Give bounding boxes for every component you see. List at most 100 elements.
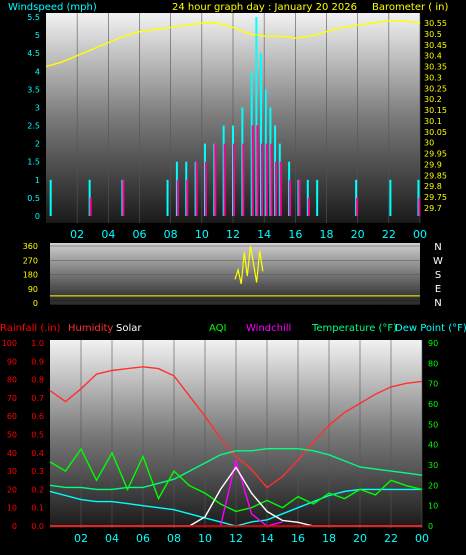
x-tick-label: 22 — [384, 532, 398, 545]
barometer-line — [45, 20, 421, 68]
legend-solar: Solar — [116, 323, 142, 334]
x-tick-label: 20 — [351, 228, 365, 241]
x-tick-label: 04 — [101, 228, 115, 241]
y2-tick-label: 29.9 — [424, 160, 442, 169]
x-tick-label: 00 — [413, 228, 427, 241]
barometer-label: Barometer ( in) — [372, 2, 448, 13]
y2-tick-label: 40 — [428, 441, 438, 450]
panel-background — [50, 243, 420, 305]
y-tick-label: 0 — [35, 212, 40, 221]
y-tick-label: 360 — [23, 242, 38, 251]
y2-tick-label: 29.75 — [424, 193, 447, 202]
x-tick-label: 08 — [164, 228, 178, 241]
wind-direction-panel: 0 90 180 270 360 — [23, 242, 420, 308]
y-tick-label: 1.0 — [31, 339, 44, 348]
direction-line — [234, 245, 264, 285]
x-tick-label: 06 — [136, 532, 150, 545]
compass-letter: S — [435, 270, 441, 281]
legend-dewpoint: Dew Point (°F) — [395, 323, 466, 334]
x-tick-label: 18 — [320, 228, 334, 241]
y-tick-label: 0.8 — [31, 376, 44, 385]
y2-tick-label: 30.3 — [424, 73, 442, 82]
graph-title: 24 hour graph day : January 20 2026 — [172, 2, 357, 13]
y-tick-label: 0.5 — [31, 431, 44, 440]
y2-tick-label: 30.25 — [424, 84, 447, 93]
series-line — [219, 458, 283, 527]
legend-aqi: AQI — [209, 323, 227, 334]
y2-tick-label: 90 — [428, 339, 438, 348]
legend-rainfall: Rainfall (.in) — [0, 323, 61, 334]
y2-tick-label: 30.05 — [424, 128, 447, 137]
y-tick-label: 80 — [7, 376, 17, 385]
compass-letter: E — [435, 284, 441, 295]
x-tick-label: 20 — [353, 532, 367, 545]
y2-tick-label: 30.1 — [424, 117, 442, 126]
y-tick-label: 180 — [23, 271, 38, 280]
y2-tick-label: 20 — [428, 481, 438, 490]
x-tick-label: 12 — [229, 532, 243, 545]
y-tick-label: 50 — [7, 431, 17, 440]
y-tick-label: 0 — [33, 299, 38, 308]
y-tick-label: 0.4 — [31, 449, 44, 458]
x-tick-label: 08 — [167, 532, 181, 545]
y2-tick-label: 30.15 — [424, 106, 447, 115]
y2-tick-label: 30.5 — [424, 30, 442, 39]
y-tick-label: 270 — [23, 256, 38, 265]
y-tick-label: 0.0 — [31, 522, 44, 531]
x-tick-label: 12 — [226, 228, 240, 241]
y-tick-label: 0.9 — [31, 357, 44, 366]
y2-tick-label: 0 — [428, 522, 433, 531]
y-tick-label: 4 — [35, 67, 40, 76]
y2-tick-label: 29.7 — [424, 204, 442, 213]
y-tick-label: 4.5 — [27, 49, 40, 58]
y-tick-label: 2.5 — [27, 122, 40, 131]
x-tick-label: 02 — [70, 228, 84, 241]
series-line — [49, 447, 423, 513]
x-tick-label: 16 — [288, 228, 302, 241]
y2-tick-label: 30.55 — [424, 19, 447, 28]
y-tick-label: 3 — [35, 103, 40, 112]
compass-letter: N — [434, 298, 441, 309]
compass-letter: N — [434, 242, 441, 253]
y2-tick-label: 50 — [428, 420, 438, 429]
y-tick-label: 3.5 — [27, 85, 40, 94]
y2-tick-label: 29.85 — [424, 171, 447, 180]
x-tick-label: 10 — [195, 228, 209, 241]
y-tick-label: 70 — [7, 394, 17, 403]
x-tick-label: 06 — [133, 228, 147, 241]
y2-tick-label: 30 — [424, 139, 434, 148]
y-tick-label: 1.5 — [27, 158, 40, 167]
y-tick-label: 5 — [35, 31, 40, 40]
y-tick-label: 0.1 — [31, 504, 44, 513]
y-tick-label: 100 — [2, 339, 17, 348]
series-line — [49, 366, 423, 489]
y-tick-label: 10 — [7, 504, 17, 513]
x-tick-label: 18 — [322, 532, 336, 545]
y2-tick-label: 70 — [428, 380, 438, 389]
y-tick-label: 0 — [12, 522, 17, 531]
y2-tick-label: 30.4 — [424, 52, 442, 61]
x-tick-label: 22 — [382, 228, 396, 241]
x-tick-label: 10 — [198, 532, 212, 545]
y2-tick-label: 29.95 — [424, 150, 447, 159]
x-tick-label: 14 — [257, 228, 271, 241]
y2-tick-label: 30 — [428, 461, 438, 470]
y2-tick-label: 29.8 — [424, 182, 442, 191]
y2-tick-label: 30.45 — [424, 41, 447, 50]
y-tick-label: 90 — [28, 285, 38, 294]
y-tick-label: 0.7 — [31, 394, 44, 403]
y2-tick-label: 10 — [428, 502, 438, 511]
y-tick-label: 5.5 — [27, 13, 40, 22]
wind-barometer-panel: 0 0.5 1 1.5 2 2.5 3 3.5 4 4.5 5 5.5 29.7 29.75 29.8 29… — [27, 13, 447, 241]
legend-temperature: Temperature (°F) — [311, 323, 397, 334]
x-tick-label: 02 — [74, 532, 88, 545]
y2-tick-label: 30.2 — [424, 95, 442, 104]
legend-windchill: Windchill — [246, 323, 291, 334]
y-tick-label: 0.3 — [31, 467, 44, 476]
x-tick-label: 04 — [105, 532, 119, 545]
y-tick-label: 30 — [7, 467, 17, 476]
x-tick-label: 00 — [415, 532, 429, 545]
